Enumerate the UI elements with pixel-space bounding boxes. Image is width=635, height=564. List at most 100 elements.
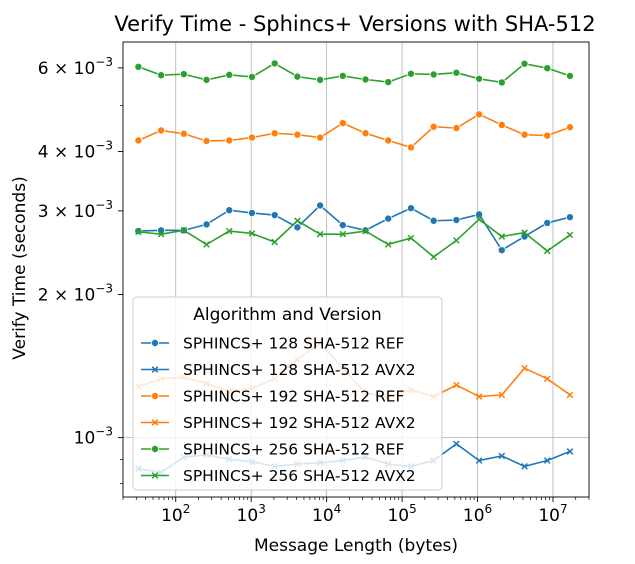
plot-frame xyxy=(122,41,590,498)
x-tick-label: 105 xyxy=(387,502,416,526)
data-point-stroke xyxy=(453,381,460,389)
data-point xyxy=(316,133,325,142)
y-tick-label: 3 × 10−3 xyxy=(38,198,113,222)
data-point xyxy=(338,221,347,230)
data-point xyxy=(157,230,165,238)
data-point xyxy=(316,201,325,210)
data-point xyxy=(270,59,279,68)
y-axis-label: Verify Time (seconds) xyxy=(10,176,30,359)
data-point-stroke xyxy=(271,238,279,246)
series-line xyxy=(138,218,571,258)
legend-marker xyxy=(151,472,159,479)
legend-entry: SPHINCS+ 256 SHA-512 REF xyxy=(141,441,405,459)
data-point xyxy=(362,227,369,235)
data-point xyxy=(225,70,234,79)
data-point-stroke xyxy=(543,375,551,383)
y-tick-label: 6 × 10−3 xyxy=(38,55,113,79)
data-point xyxy=(452,216,461,225)
data-point xyxy=(407,234,415,242)
data-point xyxy=(497,78,506,87)
chart-title: Verify Time - Sphincs+ Versions with SHA… xyxy=(114,12,595,36)
y-tick-label: 10−3 xyxy=(74,425,113,449)
data-point xyxy=(498,452,506,460)
data-point xyxy=(565,123,574,132)
data-point-stroke xyxy=(430,253,438,261)
data-point xyxy=(202,220,211,229)
legend-label: SPHINCS+ 192 SHA-512 AVX2 xyxy=(183,414,416,432)
data-point xyxy=(225,206,234,215)
data-point xyxy=(475,110,484,119)
data-point xyxy=(316,75,325,84)
data-point xyxy=(247,72,256,81)
data-point-stroke xyxy=(543,247,551,255)
data-point xyxy=(475,210,484,219)
data-point xyxy=(247,208,256,217)
data-point xyxy=(475,457,483,464)
data-point xyxy=(453,237,460,244)
data-point-stroke xyxy=(135,228,142,236)
data-point xyxy=(248,230,256,237)
data-point xyxy=(429,216,438,225)
data-point xyxy=(406,69,415,78)
data-point-stroke xyxy=(475,457,483,464)
data-point xyxy=(293,130,302,139)
data-point-stroke xyxy=(339,230,347,238)
data-point-stroke xyxy=(294,217,301,225)
data-point-stroke xyxy=(498,391,506,399)
axes: 102 103 104 105 106 107 6 × 10−3 4 × 10−3 3 × 10… xyxy=(38,41,590,526)
data-point-stroke xyxy=(475,393,483,400)
data-point xyxy=(338,71,347,80)
data-point-stroke xyxy=(384,241,392,248)
data-point xyxy=(565,213,574,222)
data-point xyxy=(203,241,210,248)
data-point xyxy=(475,74,484,83)
data-point xyxy=(475,215,483,223)
data-point xyxy=(452,68,461,77)
x-tick-label: 107 xyxy=(538,502,567,526)
legend-entry: SPHINCS+ 256 SHA-512 AVX2 xyxy=(141,467,416,485)
data-point-stroke xyxy=(498,233,506,240)
data-point xyxy=(294,217,301,225)
data-point xyxy=(179,129,188,138)
data-point xyxy=(521,229,528,236)
legend-entry: SPHINCS+ 128 SHA-512 REF xyxy=(141,335,405,353)
legend-marker xyxy=(150,444,159,453)
data-point-stroke xyxy=(225,227,233,235)
data-point xyxy=(543,247,551,255)
x-tick-label: 104 xyxy=(312,502,341,526)
data-point-stroke xyxy=(453,237,460,244)
legend-entry: SPHINCS+ 192 SHA-512 REF xyxy=(141,388,405,406)
legend-label: SPHINCS+ 256 SHA-512 REF xyxy=(183,441,405,459)
legend: Algorithm and Version SPHINCS+ 128 SHA-51… xyxy=(132,296,443,491)
data-point-stroke xyxy=(203,241,210,248)
data-point xyxy=(543,218,552,227)
legend-marker xyxy=(150,338,159,347)
grid-lines xyxy=(123,42,589,497)
data-point xyxy=(498,391,506,399)
data-point xyxy=(498,233,506,240)
legend-label: SPHINCS+ 192 SHA-512 REF xyxy=(183,388,405,406)
data-point xyxy=(247,133,256,142)
data-point xyxy=(384,241,392,248)
data-point xyxy=(497,120,506,129)
data-point xyxy=(135,228,142,236)
legend-box xyxy=(132,296,443,491)
data-point-stroke xyxy=(362,227,369,235)
data-point xyxy=(361,129,370,138)
data-point-stroke xyxy=(157,230,165,238)
data-point xyxy=(521,364,528,372)
data-point xyxy=(361,75,370,84)
data-point xyxy=(225,227,233,235)
data-point xyxy=(293,223,302,232)
x-tick-label: 103 xyxy=(237,502,266,526)
data-point xyxy=(157,226,166,235)
data-point-stroke xyxy=(475,215,483,223)
legend-entry: SPHINCS+ 192 SHA-512 AVX2 xyxy=(141,414,416,432)
series-line xyxy=(138,204,571,252)
data-point-stroke xyxy=(521,364,528,372)
data-point xyxy=(520,59,529,68)
legend-title: Algorithm and Version xyxy=(193,305,382,325)
data-point xyxy=(406,143,415,152)
data-point xyxy=(384,136,393,145)
